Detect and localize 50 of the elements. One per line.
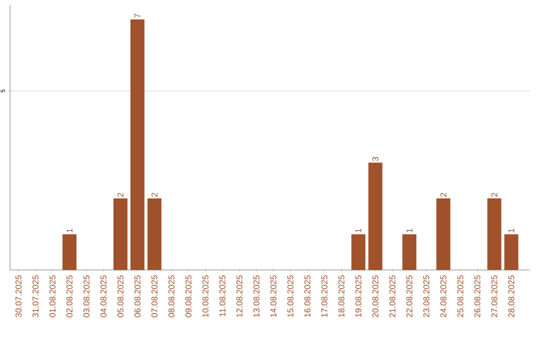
x-tick-label: 11.08.2025 — [219, 275, 226, 316]
x-tick-label: 21.08.2025 — [389, 275, 396, 318]
x-tick-label: 24.08.2025 — [440, 275, 446, 318]
x-tick-label: 06.08.2025 — [134, 275, 140, 318]
x-tick-label: 01.08.2025 — [49, 275, 56, 318]
bar — [147, 198, 162, 270]
x-tick-label: 17.08.2025 — [321, 275, 328, 317]
data-label: 7 — [134, 14, 140, 18]
x-tick-label: 14.08.2025 — [270, 275, 276, 317]
data-label: 1 — [508, 228, 514, 232]
x-tick-label: 23.08.2025 — [423, 275, 430, 318]
x-tick-label: 30.07.2025 — [15, 275, 22, 318]
x-tick-label: 02.08.2025 — [66, 275, 72, 318]
data-label: 2 — [440, 192, 446, 197]
bar — [130, 19, 144, 270]
x-tick-label: 03.08.2025 — [83, 275, 90, 318]
data-label: 1 — [355, 228, 362, 232]
data-label: 1 — [66, 228, 72, 232]
x-tick-label: 12.08.2025 — [236, 275, 242, 317]
x-tick-label: 26.08.2025 — [474, 275, 480, 318]
bar — [368, 162, 382, 270]
x-tick-label: 25.08.2025 — [457, 275, 464, 318]
x-tick-label: 09.08.2025 — [185, 275, 192, 318]
data-label: 3 — [372, 157, 378, 162]
x-tick-label: 08.08.2025 — [168, 275, 174, 318]
data-label: 2 — [151, 192, 158, 197]
x-tick-label: 31.07.2025 — [32, 275, 38, 318]
x-tick-label: 07.08.2025 — [151, 275, 158, 318]
data-label: 2 — [118, 192, 124, 197]
x-tick-label: 10.08.2025 — [202, 275, 208, 317]
x-tick-label: 13.08.2025 — [253, 275, 260, 317]
bar — [402, 234, 416, 270]
bar — [113, 198, 128, 270]
x-tick-label: 18.08.2025 — [338, 275, 344, 317]
bar — [436, 198, 450, 270]
data-label: 2 — [491, 192, 498, 197]
x-tick-label: 05.08.2025 — [117, 275, 124, 318]
bar — [351, 234, 366, 270]
x-tick-label: 15.08.2025 — [287, 275, 294, 317]
x-tick-label: 19.08.2025 — [355, 275, 362, 317]
x-tick-label: 27.08.2025 — [491, 275, 498, 318]
x-tick-label: 28.08.2025 — [508, 275, 514, 318]
x-tick-label: 22.08.2025 — [406, 275, 412, 318]
data-label: 1 — [406, 228, 412, 232]
bar — [62, 234, 76, 270]
bar — [487, 198, 502, 270]
bar — [504, 234, 518, 270]
x-tick-label: 16.08.2025 — [304, 275, 310, 317]
x-tick-label: 20.08.2025 — [372, 275, 378, 318]
x-tick-label: 04.08.2025 — [100, 275, 106, 318]
